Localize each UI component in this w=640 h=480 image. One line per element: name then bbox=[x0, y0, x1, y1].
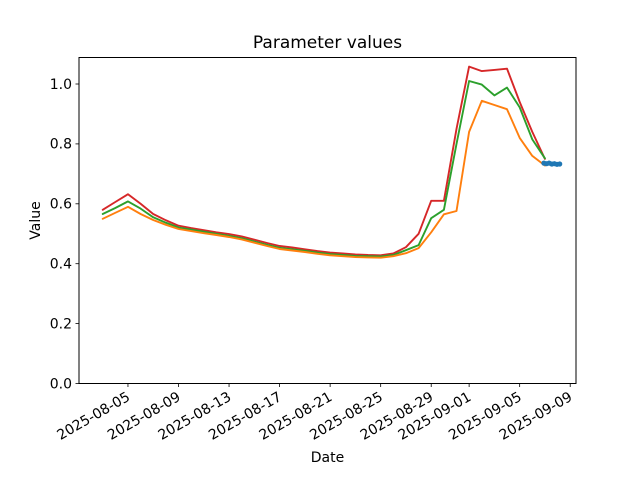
y-axis-label: Value bbox=[28, 201, 44, 239]
y-tick-label: 0.6 bbox=[50, 197, 72, 213]
chart-title: Parameter values bbox=[253, 33, 402, 53]
scatter-point bbox=[557, 161, 563, 167]
x-axis: 2025-08-052025-08-092025-08-132025-08-17… bbox=[54, 383, 575, 444]
plot-area: 2025-08-052025-08-092025-08-132025-08-17… bbox=[50, 57, 577, 444]
series-line-orange bbox=[101, 99, 546, 259]
scatter-blue-markers bbox=[541, 160, 563, 167]
y-tick-label: 0.2 bbox=[50, 316, 72, 332]
y-tick-label: 1.0 bbox=[50, 77, 72, 93]
y-tick-label: 0.8 bbox=[50, 137, 72, 153]
y-tick-label: 0.4 bbox=[50, 257, 72, 273]
y-axis: 0.0 0.2 0.4 0.6 0.8 1.0 bbox=[50, 77, 79, 392]
axes-spines bbox=[78, 57, 577, 384]
x-axis-label: Date bbox=[311, 450, 344, 466]
series-line-red bbox=[101, 65, 546, 257]
y-tick-label: 0.0 bbox=[50, 376, 72, 392]
series-line-green bbox=[101, 80, 546, 258]
